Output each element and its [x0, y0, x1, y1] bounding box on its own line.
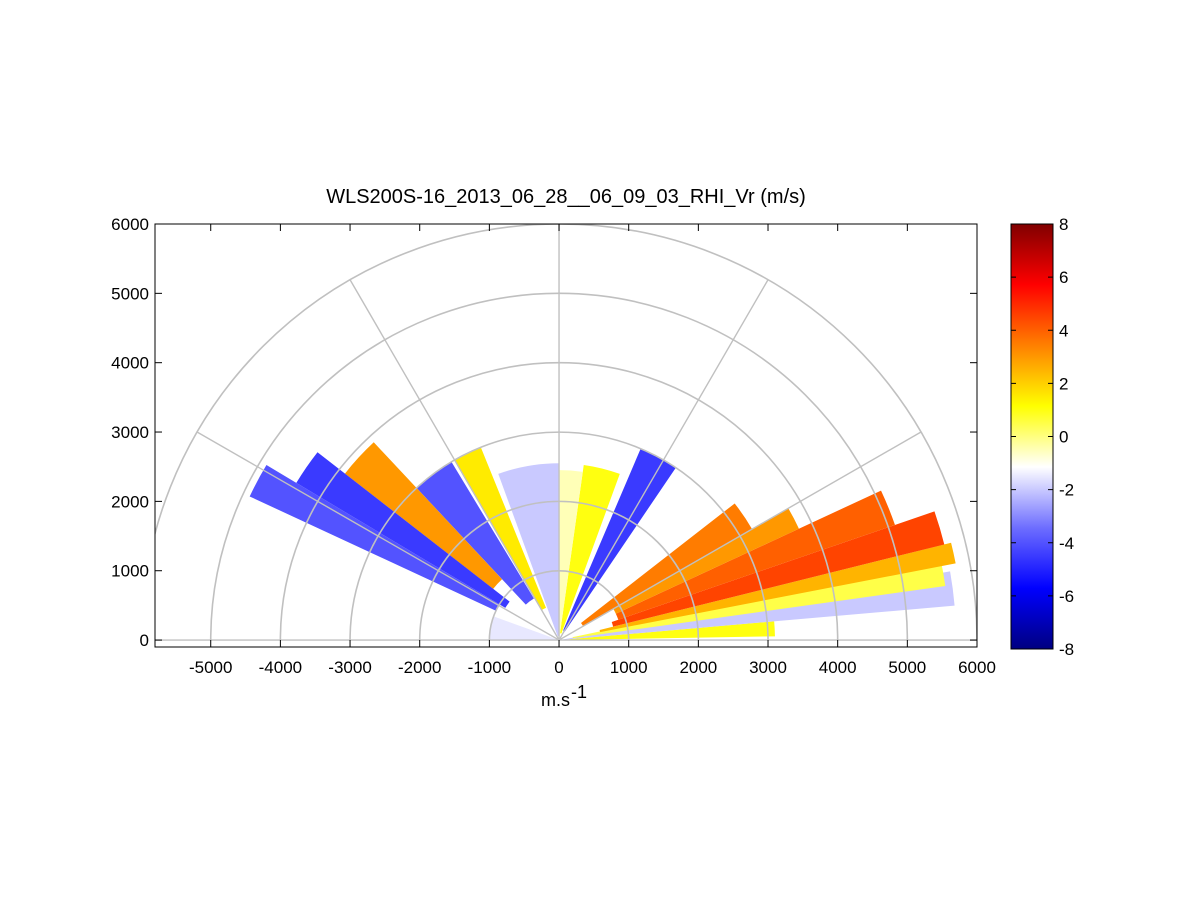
x-tick-label-7: 2000	[679, 658, 717, 677]
x-tick-label-8: 3000	[749, 658, 787, 677]
colorbar-tick-label-7: -6	[1059, 587, 1074, 606]
velocity-sector-12	[454, 447, 546, 611]
velocity-sector-10	[559, 470, 583, 637]
y-tick-label-3: 3000	[111, 423, 149, 442]
x-axis-label-exponent: -1	[571, 682, 587, 702]
velocity-sectors	[249, 442, 956, 641]
azimuth-spoke-120	[349, 279, 560, 641]
velocity-sector-14	[344, 442, 503, 589]
velocity-sector-4	[611, 511, 945, 627]
y-tick-label-0: 0	[140, 631, 149, 650]
azimuth-spoke-30	[558, 431, 922, 641]
colorbar: 8 6 4 2 0 -2 -4 -6 -8	[1010, 215, 1074, 659]
x-tick-label-3: -2000	[398, 658, 441, 677]
plot-frame	[154, 223, 978, 648]
y-tick-label-1: 1000	[111, 562, 149, 581]
y-tick-label-2: 2000	[111, 492, 149, 511]
colorbar-fill	[1010, 223, 1054, 650]
colorbar-ticks: 8 6 4 2 0 -2 -4 -6 -8	[1011, 215, 1074, 659]
x-axis-label: m.s	[541, 690, 570, 710]
velocity-sector-15	[296, 452, 510, 608]
axes: -5000 -4000 -3000 -2000 -1000 0 1000 2000 3000 40…	[111, 215, 996, 677]
colorbar-tick-label-5: -2	[1059, 481, 1074, 500]
colorbar-tick-label-0: 8	[1059, 215, 1068, 234]
x-tick-label-6: 1000	[610, 658, 648, 677]
velocity-sector-7	[580, 503, 753, 627]
x-tick-label-4: -1000	[468, 658, 511, 677]
plot-area	[155, 224, 977, 647]
x-tick-label-11: 6000	[958, 658, 996, 677]
velocity-sector-0	[559, 621, 775, 641]
y-tick-label-4: 4000	[111, 354, 149, 373]
colorbar-tick-label-4: 0	[1059, 428, 1068, 447]
colorbar-tick-label-8: -8	[1059, 640, 1074, 659]
velocity-sector-9	[560, 464, 620, 634]
velocity-sector-13	[416, 461, 534, 605]
chart-title: WLS200S-16_2013_06_28__06_09_03_RHI_Vr (…	[326, 186, 806, 208]
x-tick-label-9: 4000	[819, 658, 857, 677]
colorbar-tick-label-1: 6	[1059, 268, 1068, 287]
azimuth-spoke-60	[558, 279, 769, 641]
colorbar-tick-label-3: 2	[1059, 374, 1068, 393]
velocity-sector-5	[615, 490, 895, 620]
x-tick-label-2: -3000	[328, 658, 371, 677]
x-tick-label-0: -5000	[189, 658, 232, 677]
y-tick-label-6: 6000	[111, 215, 149, 234]
x-tick-label-1: -4000	[259, 658, 302, 677]
velocity-sector-6	[613, 508, 799, 614]
velocity-sector-3	[599, 542, 956, 633]
x-tick-label-5: 0	[554, 658, 563, 677]
velocity-sector-17	[489, 616, 560, 641]
colorbar-tick-label-6: -4	[1059, 534, 1074, 553]
azimuth-spoke-150	[196, 431, 560, 641]
y-tick-label-5: 5000	[111, 284, 149, 303]
velocity-sector-11	[498, 463, 560, 637]
x-tick-label-10: 5000	[888, 658, 926, 677]
colorbar-tick-label-2: 4	[1059, 321, 1068, 340]
